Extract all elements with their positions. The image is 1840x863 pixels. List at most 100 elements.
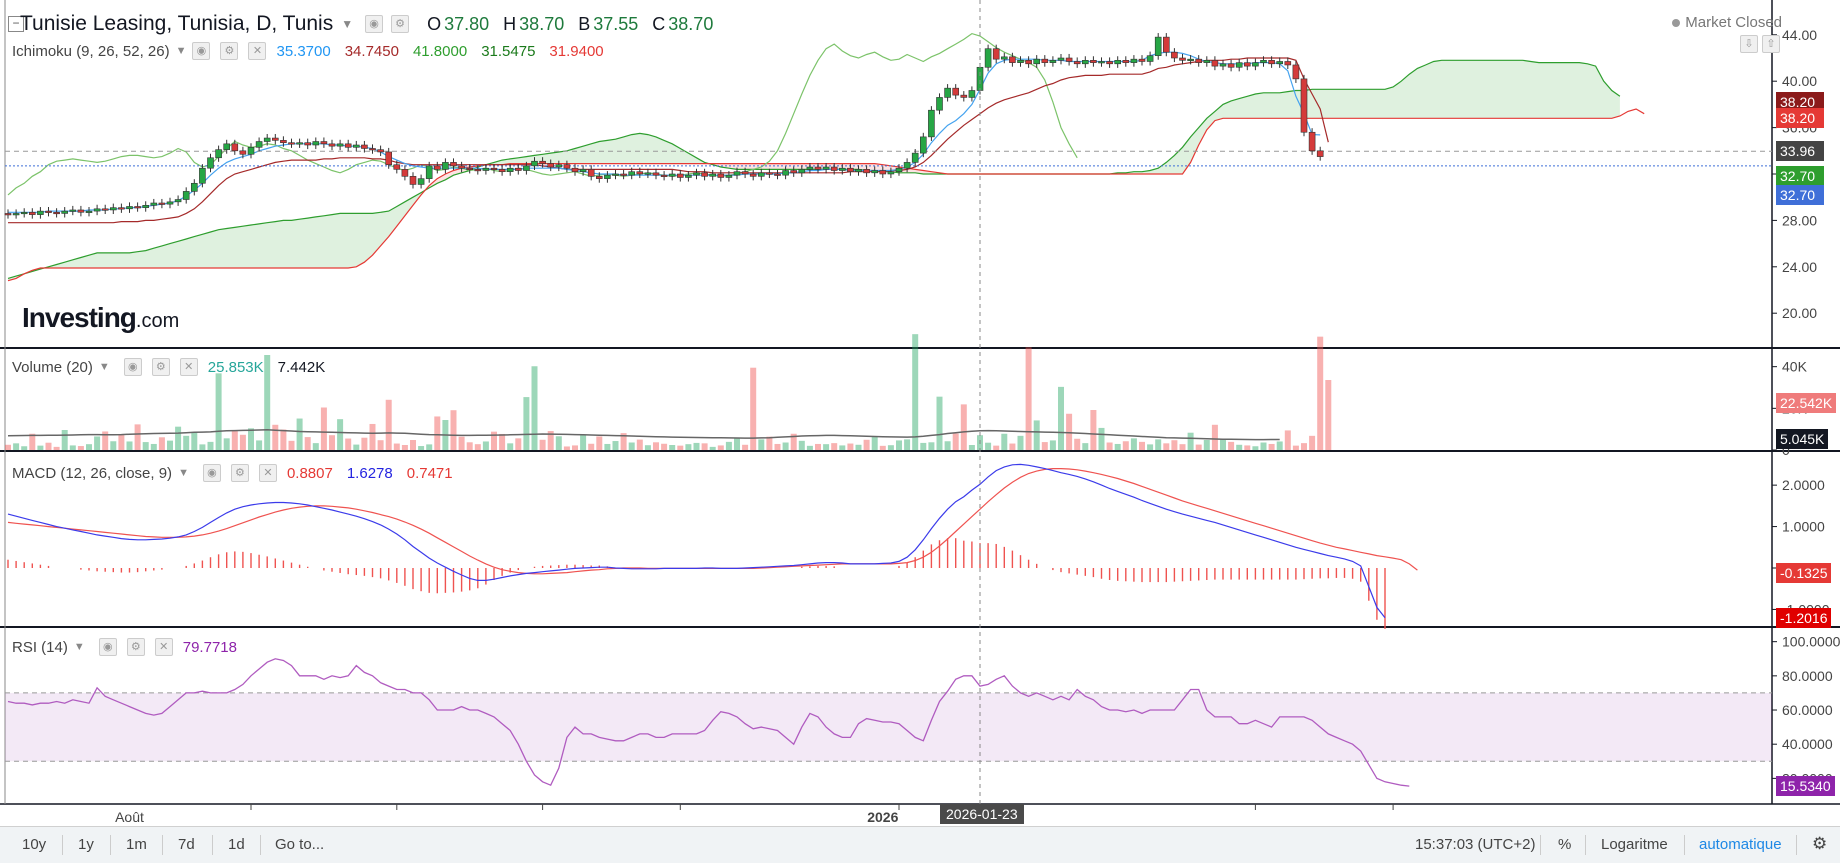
chevron-down-icon[interactable]: ▼ <box>341 17 354 31</box>
axis-tick-label: 80.0000 <box>1782 668 1833 684</box>
volume-bar <box>280 429 287 450</box>
gear-icon[interactable]: ⚙ <box>1812 834 1828 853</box>
volume-bar <box>491 431 497 450</box>
candle-body <box>393 164 401 170</box>
candle-body <box>822 166 830 170</box>
volume-bar <box>871 436 878 450</box>
rsi-label[interactable]: RSI (14) <box>12 638 68 656</box>
volume-bar <box>353 444 360 450</box>
close-icon[interactable]: ✕ <box>258 464 277 482</box>
gear-icon[interactable]: ⚙ <box>391 15 410 33</box>
candle-body <box>93 208 101 212</box>
candle-body <box>676 173 684 178</box>
chevron-down-icon[interactable]: ▼ <box>73 641 85 653</box>
arrow-up-icon[interactable]: ⇧ <box>1762 35 1780 53</box>
eye-icon[interactable]: ◉ <box>98 638 117 656</box>
log-toggle[interactable]: Logaritme <box>1601 836 1668 853</box>
volume-bar <box>215 373 222 450</box>
eye-icon[interactable]: ◉ <box>202 464 221 482</box>
candle-body <box>110 207 117 211</box>
volume-bar <box>1179 444 1186 450</box>
chart-canvas[interactable]: 44.0040.0036.0032.0028.0024.0020.0040K20… <box>0 0 1840 826</box>
volume-bar <box>620 433 627 450</box>
candle-body <box>766 172 773 175</box>
candle-body <box>166 201 174 205</box>
volume-bar <box>572 445 578 450</box>
crosshair-date-badge: 2026-01-23 <box>940 804 1024 824</box>
volume-label[interactable]: Volume (20) <box>12 358 93 376</box>
percent-toggle[interactable]: % <box>1558 836 1572 853</box>
volume-bar <box>304 437 311 450</box>
candle-body <box>944 87 951 98</box>
candle-body <box>288 142 295 145</box>
chevron-down-icon[interactable]: ▼ <box>178 467 189 479</box>
candle-body <box>757 172 765 177</box>
volume-bar <box>531 366 538 450</box>
chevron-down-icon[interactable]: ▼ <box>98 361 110 373</box>
candle-body <box>1163 36 1170 53</box>
candle-body <box>984 48 992 68</box>
volume-bar <box>815 443 821 450</box>
eye-icon[interactable]: ◉ <box>365 15 384 33</box>
candle-body <box>385 151 393 166</box>
volume-bar <box>677 445 684 450</box>
eye-icon[interactable]: ◉ <box>123 358 142 376</box>
candle-body <box>1316 150 1324 157</box>
volume-bar <box>118 433 125 450</box>
range-7d[interactable]: 7d <box>178 836 195 853</box>
range-10y[interactable]: 10y <box>22 836 47 853</box>
volume-bar <box>693 442 700 450</box>
candle-body <box>328 143 336 147</box>
close-icon[interactable]: ✕ <box>154 638 173 656</box>
chevron-down-icon[interactable]: ▼ <box>175 45 187 57</box>
close-icon[interactable]: ✕ <box>179 358 198 376</box>
macd-value: 0.8807 <box>286 464 333 482</box>
ichimoku-label[interactable]: Ichimoku (9, 26, 52, 26) <box>12 42 170 60</box>
candle-body <box>539 160 546 164</box>
candle-body <box>725 174 733 178</box>
candle-body <box>595 176 603 179</box>
candle-body <box>417 178 425 185</box>
volume-bar <box>644 445 651 450</box>
gear-icon[interactable]: ⚙ <box>220 42 239 60</box>
candle-body <box>1033 58 1040 65</box>
volume-bar <box>37 445 44 450</box>
candle-body <box>936 97 943 111</box>
volume-bar <box>110 441 117 450</box>
volume-bar <box>248 428 254 450</box>
candle-body <box>871 170 879 174</box>
candle-body <box>336 143 344 147</box>
volume-bar <box>94 436 101 450</box>
volume-value: 7.442K <box>277 358 326 376</box>
macd-label[interactable]: MACD (12, 26, close, 9) <box>12 464 173 482</box>
gear-icon[interactable]: ⚙ <box>151 358 170 376</box>
tenkan-line <box>8 51 1321 213</box>
axis-tick-label: 24.00 <box>1782 259 1817 275</box>
candle-body <box>693 172 700 176</box>
candle-body <box>790 170 798 174</box>
range-1y[interactable]: 1y <box>78 836 94 853</box>
candle-body <box>482 167 490 171</box>
candle-body <box>498 169 506 172</box>
collapse-icon[interactable]: − <box>8 16 24 32</box>
volume-legend: Volume (20) ▼ ◉ ⚙ ✕ 25.853K 7.442K <box>12 358 333 376</box>
gear-icon[interactable]: ⚙ <box>230 464 249 482</box>
volume-bar <box>126 441 133 450</box>
volume-bar <box>604 443 611 450</box>
arrow-down-icon[interactable]: ⇩ <box>1740 35 1758 53</box>
volume-bar <box>1211 424 1218 450</box>
candle-body <box>1138 58 1146 62</box>
gear-icon[interactable]: ⚙ <box>126 638 145 656</box>
volume-bar <box>798 440 805 450</box>
symbol-title[interactable]: Tunisie Leasing, Tunisia, D, Tunis <box>20 12 334 35</box>
auto-toggle[interactable]: automatique <box>1699 836 1782 853</box>
range-1d[interactable]: 1d <box>228 836 245 853</box>
close-icon[interactable]: ✕ <box>248 42 267 60</box>
goto-button[interactable]: Go to... <box>275 836 325 853</box>
candle-body <box>1130 58 1138 63</box>
volume-bar <box>1317 336 1324 450</box>
eye-icon[interactable]: ◉ <box>192 42 211 60</box>
range-1m[interactable]: 1m <box>126 836 147 853</box>
volume-bar <box>482 441 489 450</box>
volume-bar <box>102 431 109 450</box>
